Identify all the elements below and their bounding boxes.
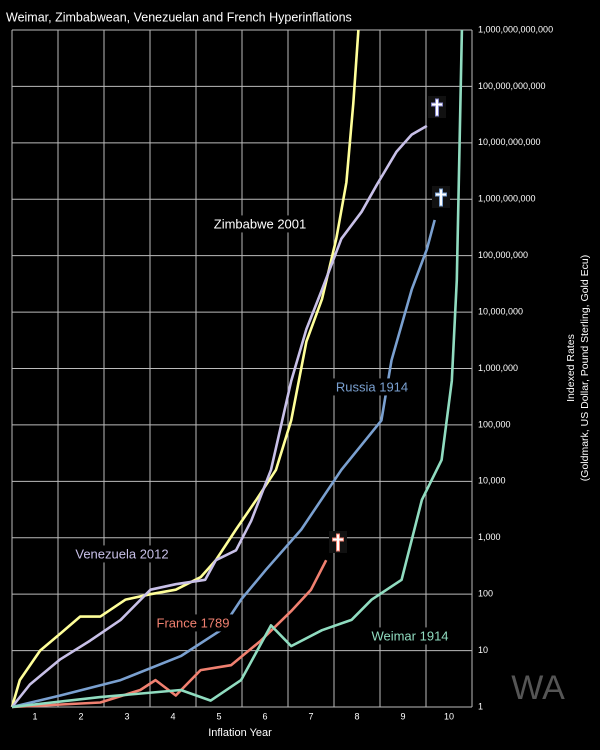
y-tick-label: 1,000: [478, 532, 501, 542]
y-tick-label: 100,000,000: [478, 250, 528, 260]
series-label-bg: [153, 614, 233, 632]
y-tick-label: 10,000,000: [478, 306, 523, 316]
series-label-bg: [72, 545, 172, 563]
x-tick-label: 4: [170, 711, 175, 721]
y-axis-label-line: Indexed Rates: [565, 334, 577, 402]
x-tick-label: 8: [354, 711, 359, 721]
y-tick-label: 1,000,000,000: [478, 194, 536, 204]
grid: 1 10 100 1,000 10,000 100,000 1,000,000 10,000,…: [11, 24, 553, 721]
y-tick-label: 1: [478, 701, 483, 711]
x-tick-label: 5: [216, 711, 221, 721]
y-tick-label: 10: [478, 645, 488, 655]
series-label: Russia 1914: [336, 379, 408, 394]
watermark: WA: [511, 669, 565, 707]
x-tick-label: 9: [400, 711, 405, 721]
x-tick-label: 6: [262, 711, 267, 721]
x-axis-label: Inflation Year: [208, 727, 272, 739]
lines: Zimbabwe 2001 Venezuela 2012 Russia 1914 Fr…: [10, 29, 464, 709]
x-tick-label: 2: [78, 711, 83, 721]
series-label: Weimar 1914: [371, 628, 448, 643]
x-tick-label: 1: [32, 711, 37, 721]
x-tick-label: 3: [124, 711, 129, 721]
series-label: France 1789: [157, 615, 230, 630]
y-tick-label: 10,000,000,000: [478, 137, 541, 147]
series-line: [10, 124, 428, 708]
y-tick-label: 100,000,000,000: [478, 81, 546, 91]
cross-icon: [428, 96, 446, 118]
y-tick-label: 1,000,000: [478, 363, 518, 373]
series-label-bg: [210, 215, 310, 233]
series-label: Venezuela 2012: [75, 546, 168, 561]
y-axis-label: Indexed Rates (Goldmark, US Dollar, Poun…: [565, 255, 591, 481]
cross-icon: [432, 186, 450, 208]
y-axis-label-line: (Goldmark, US Dollar, Pound Sterling, Go…: [579, 255, 591, 481]
series-label-bg: [368, 627, 452, 645]
cross-icon: [329, 531, 347, 553]
chart-title: Weimar, Zimbabwean, Venezuelan and Frenc…: [6, 10, 352, 24]
series-line: [11, 219, 436, 709]
y-tick-label: 1,000,000,000,000: [478, 24, 553, 34]
y-tick-label: 100,000: [478, 419, 511, 429]
series-line: [11, 29, 464, 709]
series-label-bg: [332, 378, 412, 396]
x-tick-label: 7: [308, 711, 313, 721]
x-tick-label: 10: [444, 711, 454, 721]
y-tick-label: 10,000: [478, 476, 506, 486]
series-label: Zimbabwe 2001: [214, 216, 307, 231]
y-tick-label: 100: [478, 589, 493, 599]
